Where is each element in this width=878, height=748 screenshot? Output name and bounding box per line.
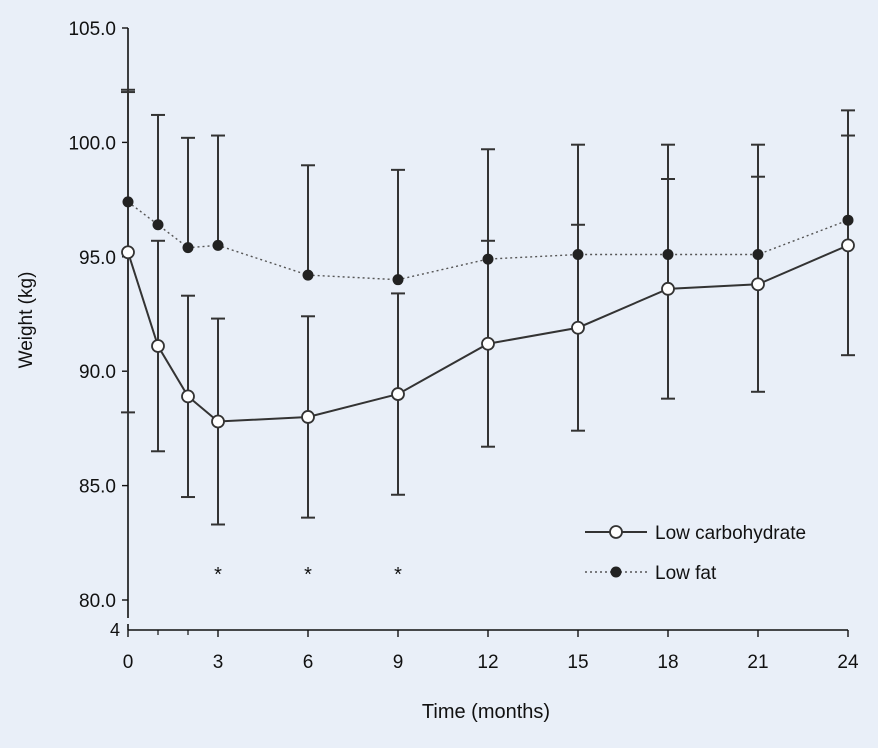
- significance-marker: *: [394, 564, 402, 586]
- data-point: [751, 277, 765, 292]
- x-tick-label: 24: [837, 652, 859, 673]
- series-low-fat: [121, 88, 855, 286]
- error-bar: [481, 148, 495, 260]
- error-bar: [301, 164, 315, 276]
- legend-marker: [610, 566, 622, 578]
- error-bar: [121, 88, 135, 202]
- data-point: [662, 249, 674, 261]
- data-point: [182, 242, 194, 254]
- x-tick-label: 3: [213, 652, 224, 673]
- legend-marker: [609, 525, 623, 539]
- y-axis-break-label: 4: [110, 620, 120, 640]
- legend-label: Low carbohydrate: [655, 523, 806, 544]
- error-bar: [211, 134, 225, 246]
- data-point: [752, 249, 764, 261]
- data-point: [392, 274, 404, 286]
- data-point: [212, 239, 224, 251]
- data-point: [481, 336, 495, 351]
- legend: Low carbohydrate Low fat: [585, 523, 806, 584]
- data-point: [302, 269, 314, 281]
- y-tick-label: 90.0: [79, 362, 116, 383]
- axes: 4 80.0 85.0 90.0 95.0 100.0 105.0 0 3 6 9 12 15 18 21 2…: [68, 19, 859, 673]
- x-tick-label: 15: [567, 652, 588, 673]
- error-bar: [841, 109, 855, 221]
- error-bar: [391, 168, 405, 280]
- significance-marker: *: [304, 564, 312, 586]
- y-tick-label: 80.0: [79, 591, 116, 612]
- error-bar: [751, 143, 765, 255]
- data-point: [301, 410, 315, 424]
- data-point: [572, 249, 584, 261]
- data-point: [181, 389, 195, 404]
- data-point: [661, 281, 675, 296]
- data-point: [152, 219, 164, 231]
- y-tick-label: 105.0: [68, 19, 116, 40]
- x-tick-label: 6: [303, 652, 314, 673]
- error-bar: [151, 113, 165, 225]
- y-tick-label: 95.0: [79, 248, 116, 269]
- error-bar: [661, 143, 675, 255]
- error-bar: [571, 143, 585, 255]
- x-tick-label: 21: [747, 652, 768, 673]
- error-bar: [181, 136, 195, 248]
- x-tick-label: 9: [393, 652, 404, 673]
- legend-label: Low fat: [655, 563, 717, 584]
- annotation-layer: * * *: [214, 564, 402, 586]
- significance-marker: *: [214, 564, 222, 586]
- data-point: [842, 214, 854, 226]
- x-tick-label: 0: [123, 652, 134, 673]
- x-tick-label: 18: [657, 652, 678, 673]
- x-tick-label: 12: [477, 652, 498, 673]
- data-point: [391, 387, 405, 401]
- data-point: [211, 414, 225, 429]
- y-tick-label: 100.0: [68, 133, 116, 154]
- data-point: [841, 238, 855, 253]
- data-point: [482, 253, 494, 265]
- legend-item: Low fat: [585, 563, 717, 584]
- x-axis-label: Time (months): [422, 701, 550, 723]
- data-point: [571, 320, 585, 335]
- data-point: [151, 339, 165, 353]
- y-tick-label: 85.0: [79, 477, 116, 498]
- series-layer: [121, 88, 855, 526]
- data-point: [122, 196, 134, 208]
- y-axis-label: Weight (kg): [16, 272, 37, 369]
- data-point: [121, 245, 135, 260]
- legend-item: Low carbohydrate: [585, 523, 806, 544]
